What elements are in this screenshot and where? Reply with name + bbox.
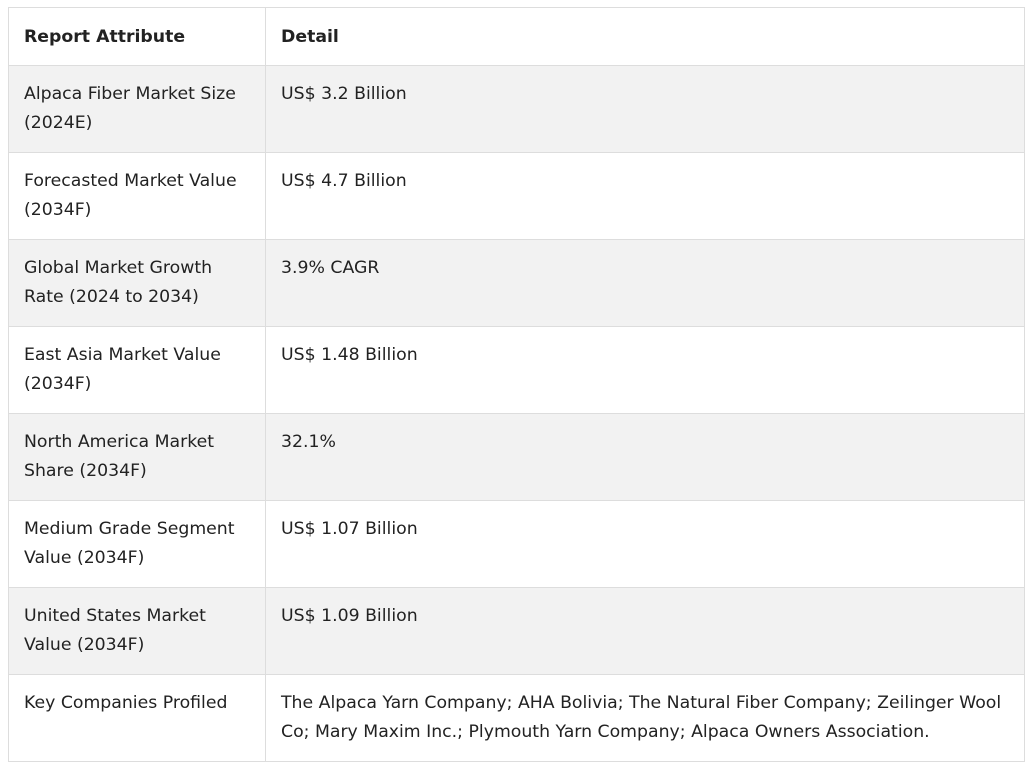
table-row: Alpaca Fiber Market Size (2024E) US$ 3.2… bbox=[8, 65, 1025, 153]
table-row: Medium Grade Segment Value (2034F) US$ 1… bbox=[8, 500, 1025, 588]
detail-cell: 32.1% bbox=[265, 413, 1025, 501]
table-row: North America Market Share (2034F) 32.1% bbox=[8, 413, 1025, 501]
detail-cell: US$ 1.48 Billion bbox=[265, 326, 1025, 414]
detail-cell: US$ 3.2 Billion bbox=[265, 65, 1025, 153]
detail-cell: US$ 1.07 Billion bbox=[265, 500, 1025, 588]
attribute-cell: North America Market Share (2034F) bbox=[8, 413, 266, 501]
attribute-cell: Forecasted Market Value (2034F) bbox=[8, 152, 266, 240]
attribute-cell: East Asia Market Value (2034F) bbox=[8, 326, 266, 414]
detail-cell: US$ 4.7 Billion bbox=[265, 152, 1025, 240]
table-row: Forecasted Market Value (2034F) US$ 4.7 … bbox=[8, 152, 1025, 240]
table-row: Global Market Growth Rate (2024 to 2034)… bbox=[8, 239, 1025, 327]
attribute-cell: Global Market Growth Rate (2024 to 2034) bbox=[8, 239, 266, 327]
header-report-attribute: Report Attribute bbox=[8, 7, 266, 66]
detail-cell: The Alpaca Yarn Company; AHA Bolivia; Th… bbox=[265, 674, 1025, 762]
table-row: East Asia Market Value (2034F) US$ 1.48 … bbox=[8, 326, 1025, 414]
table-header-row: Report Attribute Detail bbox=[8, 7, 1025, 66]
detail-cell: US$ 1.09 Billion bbox=[265, 587, 1025, 675]
report-attributes-table: Report Attribute Detail Alpaca Fiber Mar… bbox=[8, 7, 1025, 762]
attribute-cell: United States Market Value (2034F) bbox=[8, 587, 266, 675]
detail-cell: 3.9% CAGR bbox=[265, 239, 1025, 327]
table-row: United States Market Value (2034F) US$ 1… bbox=[8, 587, 1025, 675]
header-detail: Detail bbox=[265, 7, 1025, 66]
attribute-cell: Alpaca Fiber Market Size (2024E) bbox=[8, 65, 266, 153]
report-table-container: Report Attribute Detail Alpaca Fiber Mar… bbox=[8, 7, 1025, 762]
attribute-cell: Key Companies Profiled bbox=[8, 674, 266, 762]
table-row: Key Companies Profiled The Alpaca Yarn C… bbox=[8, 674, 1025, 762]
attribute-cell: Medium Grade Segment Value (2034F) bbox=[8, 500, 266, 588]
